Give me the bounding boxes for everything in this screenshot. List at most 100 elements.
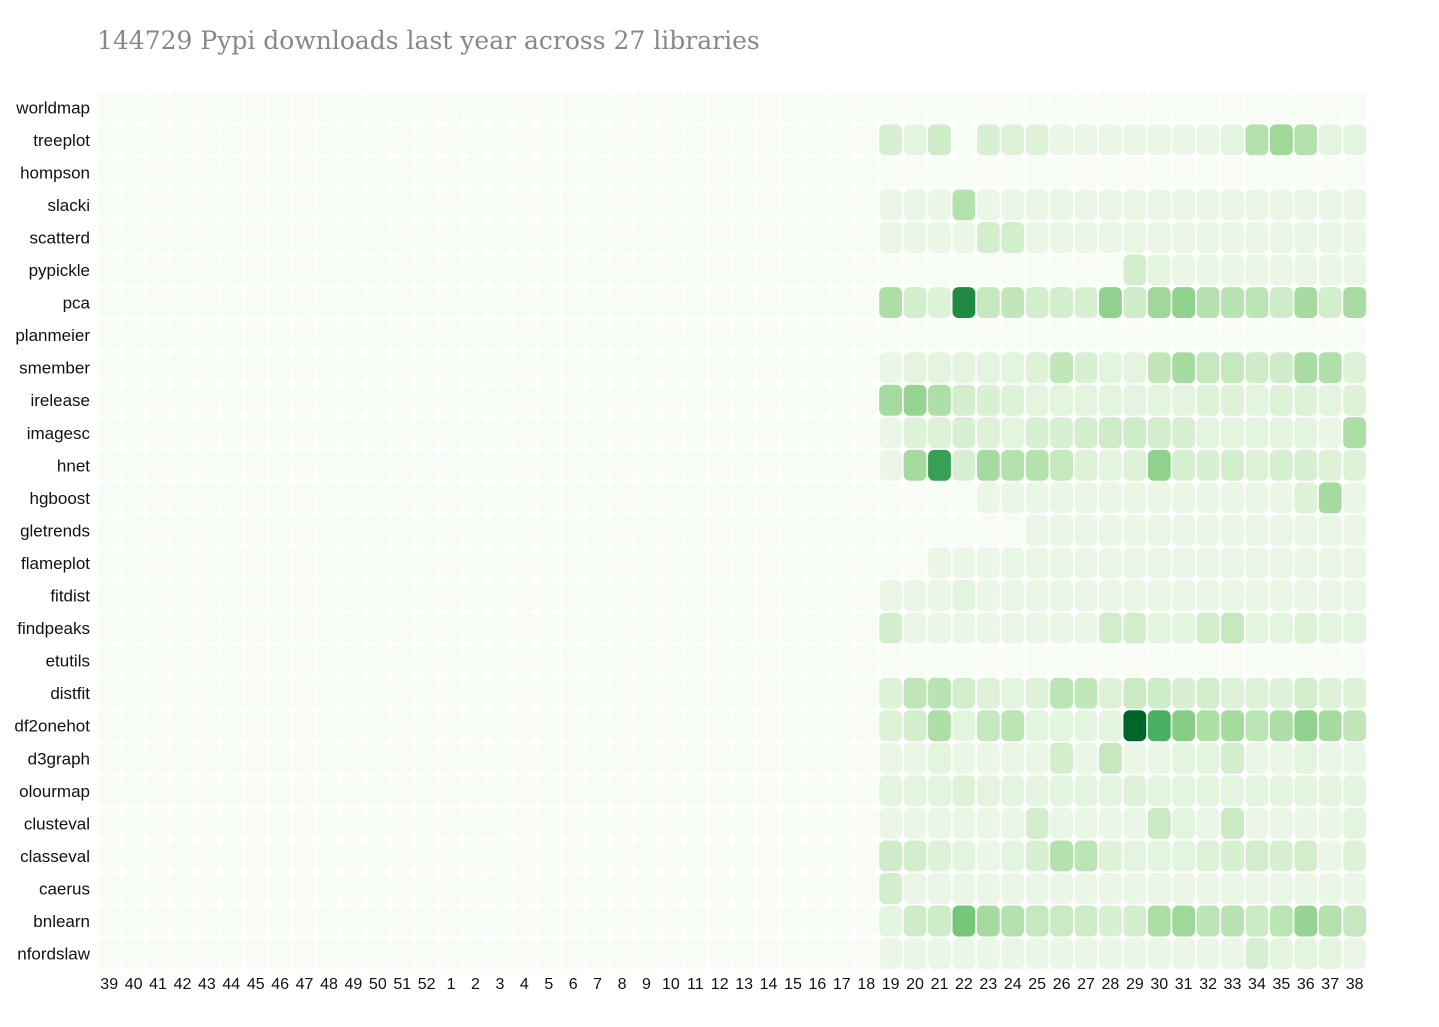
column-label: 19 [882,976,900,993]
heatmap-cell [366,905,390,937]
heatmap-cell [1221,222,1244,253]
heatmap-cell [366,710,390,742]
heatmap-cell [1318,645,1342,677]
heatmap-cell [1050,938,1073,970]
heatmap-cell [732,938,756,970]
heatmap-cell [928,547,951,579]
heatmap-cell [268,156,292,188]
row-label: nfordslaw [17,945,90,964]
heatmap-cell [1221,482,1244,514]
heatmap-cell [97,742,121,774]
heatmap-cell [928,482,951,514]
heatmap-cell [97,905,121,937]
heatmap-cell [1294,547,1318,579]
heatmap-cell [586,254,610,286]
heatmap-cell [1269,189,1293,221]
heatmap-cell [683,91,707,123]
heatmap-cell [146,840,170,872]
heatmap-cell [976,677,1000,709]
heatmap-cell [1123,873,1147,904]
heatmap-cell [195,905,219,937]
heatmap-cell [317,222,341,253]
heatmap-cell [1245,807,1269,839]
heatmap-cell [903,156,927,188]
heatmap-cell [1221,417,1244,449]
heatmap-cell [1001,156,1025,188]
heatmap-cell [781,938,805,970]
row-label: planmeier [15,326,90,345]
heatmap-cell [488,189,512,221]
heatmap-cell [1221,319,1244,351]
heatmap-cell [561,352,585,384]
heatmap-cell [928,905,951,937]
heatmap-cell [1269,287,1293,319]
heatmap-cell [1147,905,1171,937]
heatmap-cell [1294,612,1318,644]
heatmap-cell [1294,189,1318,221]
heatmap-cell [1196,352,1220,384]
heatmap-cell [1050,677,1073,709]
heatmap-cell [610,156,634,188]
heatmap-cell [415,384,439,416]
heatmap-cell [537,449,561,481]
heatmap-cell [1294,319,1318,351]
heatmap-cell [708,482,732,514]
heatmap-cell [708,742,732,774]
heatmap-cell [1147,417,1171,449]
heatmap-cell [1245,482,1269,514]
heatmap-cell [976,189,1000,221]
heatmap-cell [293,938,316,970]
heatmap-cell [464,124,487,156]
heatmap-cell [1245,775,1269,807]
row-label: findpeaks [17,619,90,638]
heatmap-cell [366,156,390,188]
heatmap-cell [1001,873,1025,904]
heatmap-cell [1147,742,1171,774]
heatmap-cell [317,189,341,221]
heatmap-cell [439,580,463,611]
heatmap-cell [1196,840,1220,872]
heatmap-cell [879,482,903,514]
heatmap-cell [683,449,707,481]
heatmap-cell [830,677,854,709]
heatmap-cell [1294,873,1318,904]
heatmap-cell [708,91,732,123]
heatmap-cell [879,612,903,644]
column-label: 9 [642,976,651,993]
heatmap-cell [512,319,536,351]
heatmap-cell [854,189,878,221]
heatmap-cell [1245,156,1269,188]
heatmap-cell [171,645,194,677]
heatmap-cell [1147,807,1171,839]
heatmap-cell [219,91,243,123]
heatmap-cell [1147,156,1171,188]
heatmap-cell [659,775,683,807]
heatmap-cell [366,287,390,319]
heatmap-cell [805,319,829,351]
heatmap-cell [1294,938,1318,970]
heatmap-cell [366,612,390,644]
heatmap-cell [1147,645,1171,677]
heatmap-cell [317,384,341,416]
heatmap-cell [732,156,756,188]
heatmap-cell [610,319,634,351]
heatmap-cell [610,710,634,742]
heatmap-cell [635,775,658,807]
heatmap-cell [415,677,439,709]
heatmap-cell [293,645,316,677]
heatmap-cell [928,254,951,286]
heatmap-cell [512,124,536,156]
heatmap-cell [1099,482,1122,514]
heatmap-cell [610,384,634,416]
heatmap-cell [244,222,268,253]
heatmap-cell [1172,482,1196,514]
heatmap-cell [928,417,951,449]
heatmap-cell [757,189,780,221]
heatmap-cell [1001,807,1025,839]
heatmap-cell [1099,417,1122,449]
row-label: pca [63,294,91,313]
heatmap-cell [146,156,170,188]
heatmap-cell [268,938,292,970]
heatmap-cell [1196,319,1220,351]
heatmap-cell [537,547,561,579]
